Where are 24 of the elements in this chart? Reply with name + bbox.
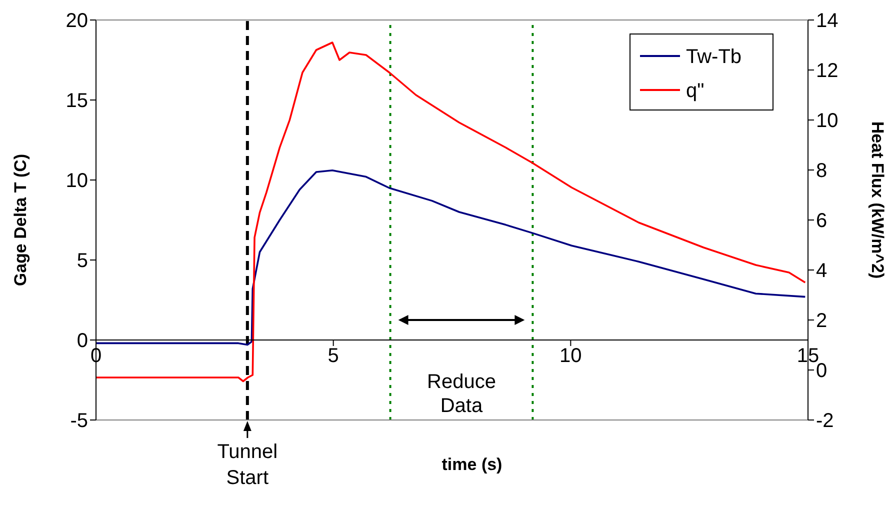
- y2-tick-label: 12: [816, 60, 838, 82]
- x-axis-title: time (s): [442, 455, 502, 474]
- y2-tick-label: 6: [816, 210, 828, 232]
- y2-tick-label: 2: [816, 310, 828, 332]
- y-tick-label: 5: [76, 250, 88, 272]
- ref-line-label: Tunnel Start: [217, 441, 278, 489]
- y-tick-label: 20: [66, 10, 88, 32]
- y-tick-label: 0: [76, 330, 88, 352]
- y2-axis-title: Heat Flux (kW/m^2): [868, 121, 887, 279]
- y2-tick-label: 10: [816, 110, 838, 132]
- x-tick-label: 5: [328, 345, 339, 367]
- y-tick-label: -5: [70, 410, 88, 432]
- y-tick-label: 10: [66, 170, 88, 192]
- legend-label: Tw-Tb: [686, 46, 742, 68]
- y-tick-label: 15: [66, 90, 88, 112]
- y2-tick-label: 0: [816, 360, 828, 382]
- y-axis-title: Gage Delta T (C): [11, 154, 30, 286]
- x-tick-label: 10: [560, 345, 582, 367]
- y2-tick-label: -2: [816, 410, 834, 432]
- annotation: Reduce Data: [427, 371, 496, 417]
- y2-tick-label: 8: [816, 160, 828, 182]
- y2-tick-label: 4: [816, 260, 828, 282]
- y2-tick-label: 14: [816, 10, 838, 32]
- legend-label: q": [686, 80, 704, 102]
